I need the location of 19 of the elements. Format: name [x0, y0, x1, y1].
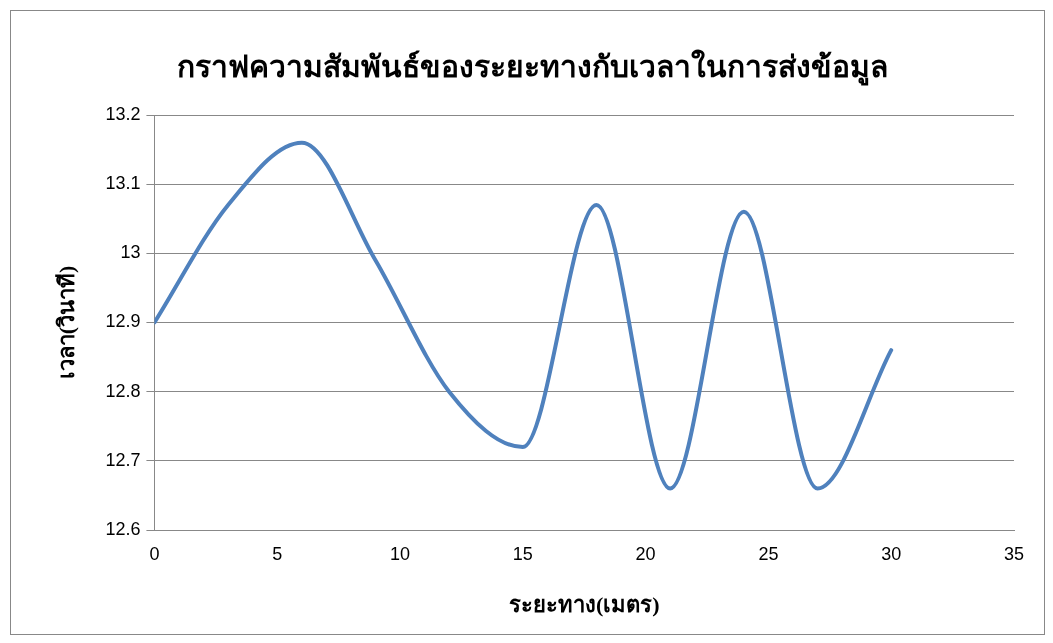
y-axis-title: เวลา(วินาที) [53, 265, 79, 380]
line-series [154, 140, 894, 491]
y-tick-label: 12.6 [105, 518, 141, 539]
x-tick-label: 5 [272, 543, 283, 564]
y-tick-label: 12.7 [105, 449, 141, 470]
x-tick-label: 35 [1003, 543, 1025, 564]
x-tick-label: 20 [635, 543, 656, 564]
y-tick-label: 13.2 [105, 103, 141, 124]
x-tick-label: 15 [512, 543, 533, 564]
x-axis-title: ระยะทาง(เมตร) [508, 592, 660, 618]
x-tick-label: 30 [881, 543, 902, 564]
y-tick-label: 12.8 [105, 380, 141, 401]
y-tick-label: 13.1 [105, 173, 141, 194]
y-tick-label: 12.9 [105, 311, 141, 332]
x-tick-label: 10 [390, 543, 411, 564]
y-tick-label: 13 [120, 242, 141, 263]
x-tick-label: 0 [149, 543, 160, 564]
chart-title: กราฟความสัมพันธ์ของระยะทางกับเวลาในการส่งข้อมูล [177, 48, 888, 86]
x-tick-label: 25 [758, 543, 779, 564]
